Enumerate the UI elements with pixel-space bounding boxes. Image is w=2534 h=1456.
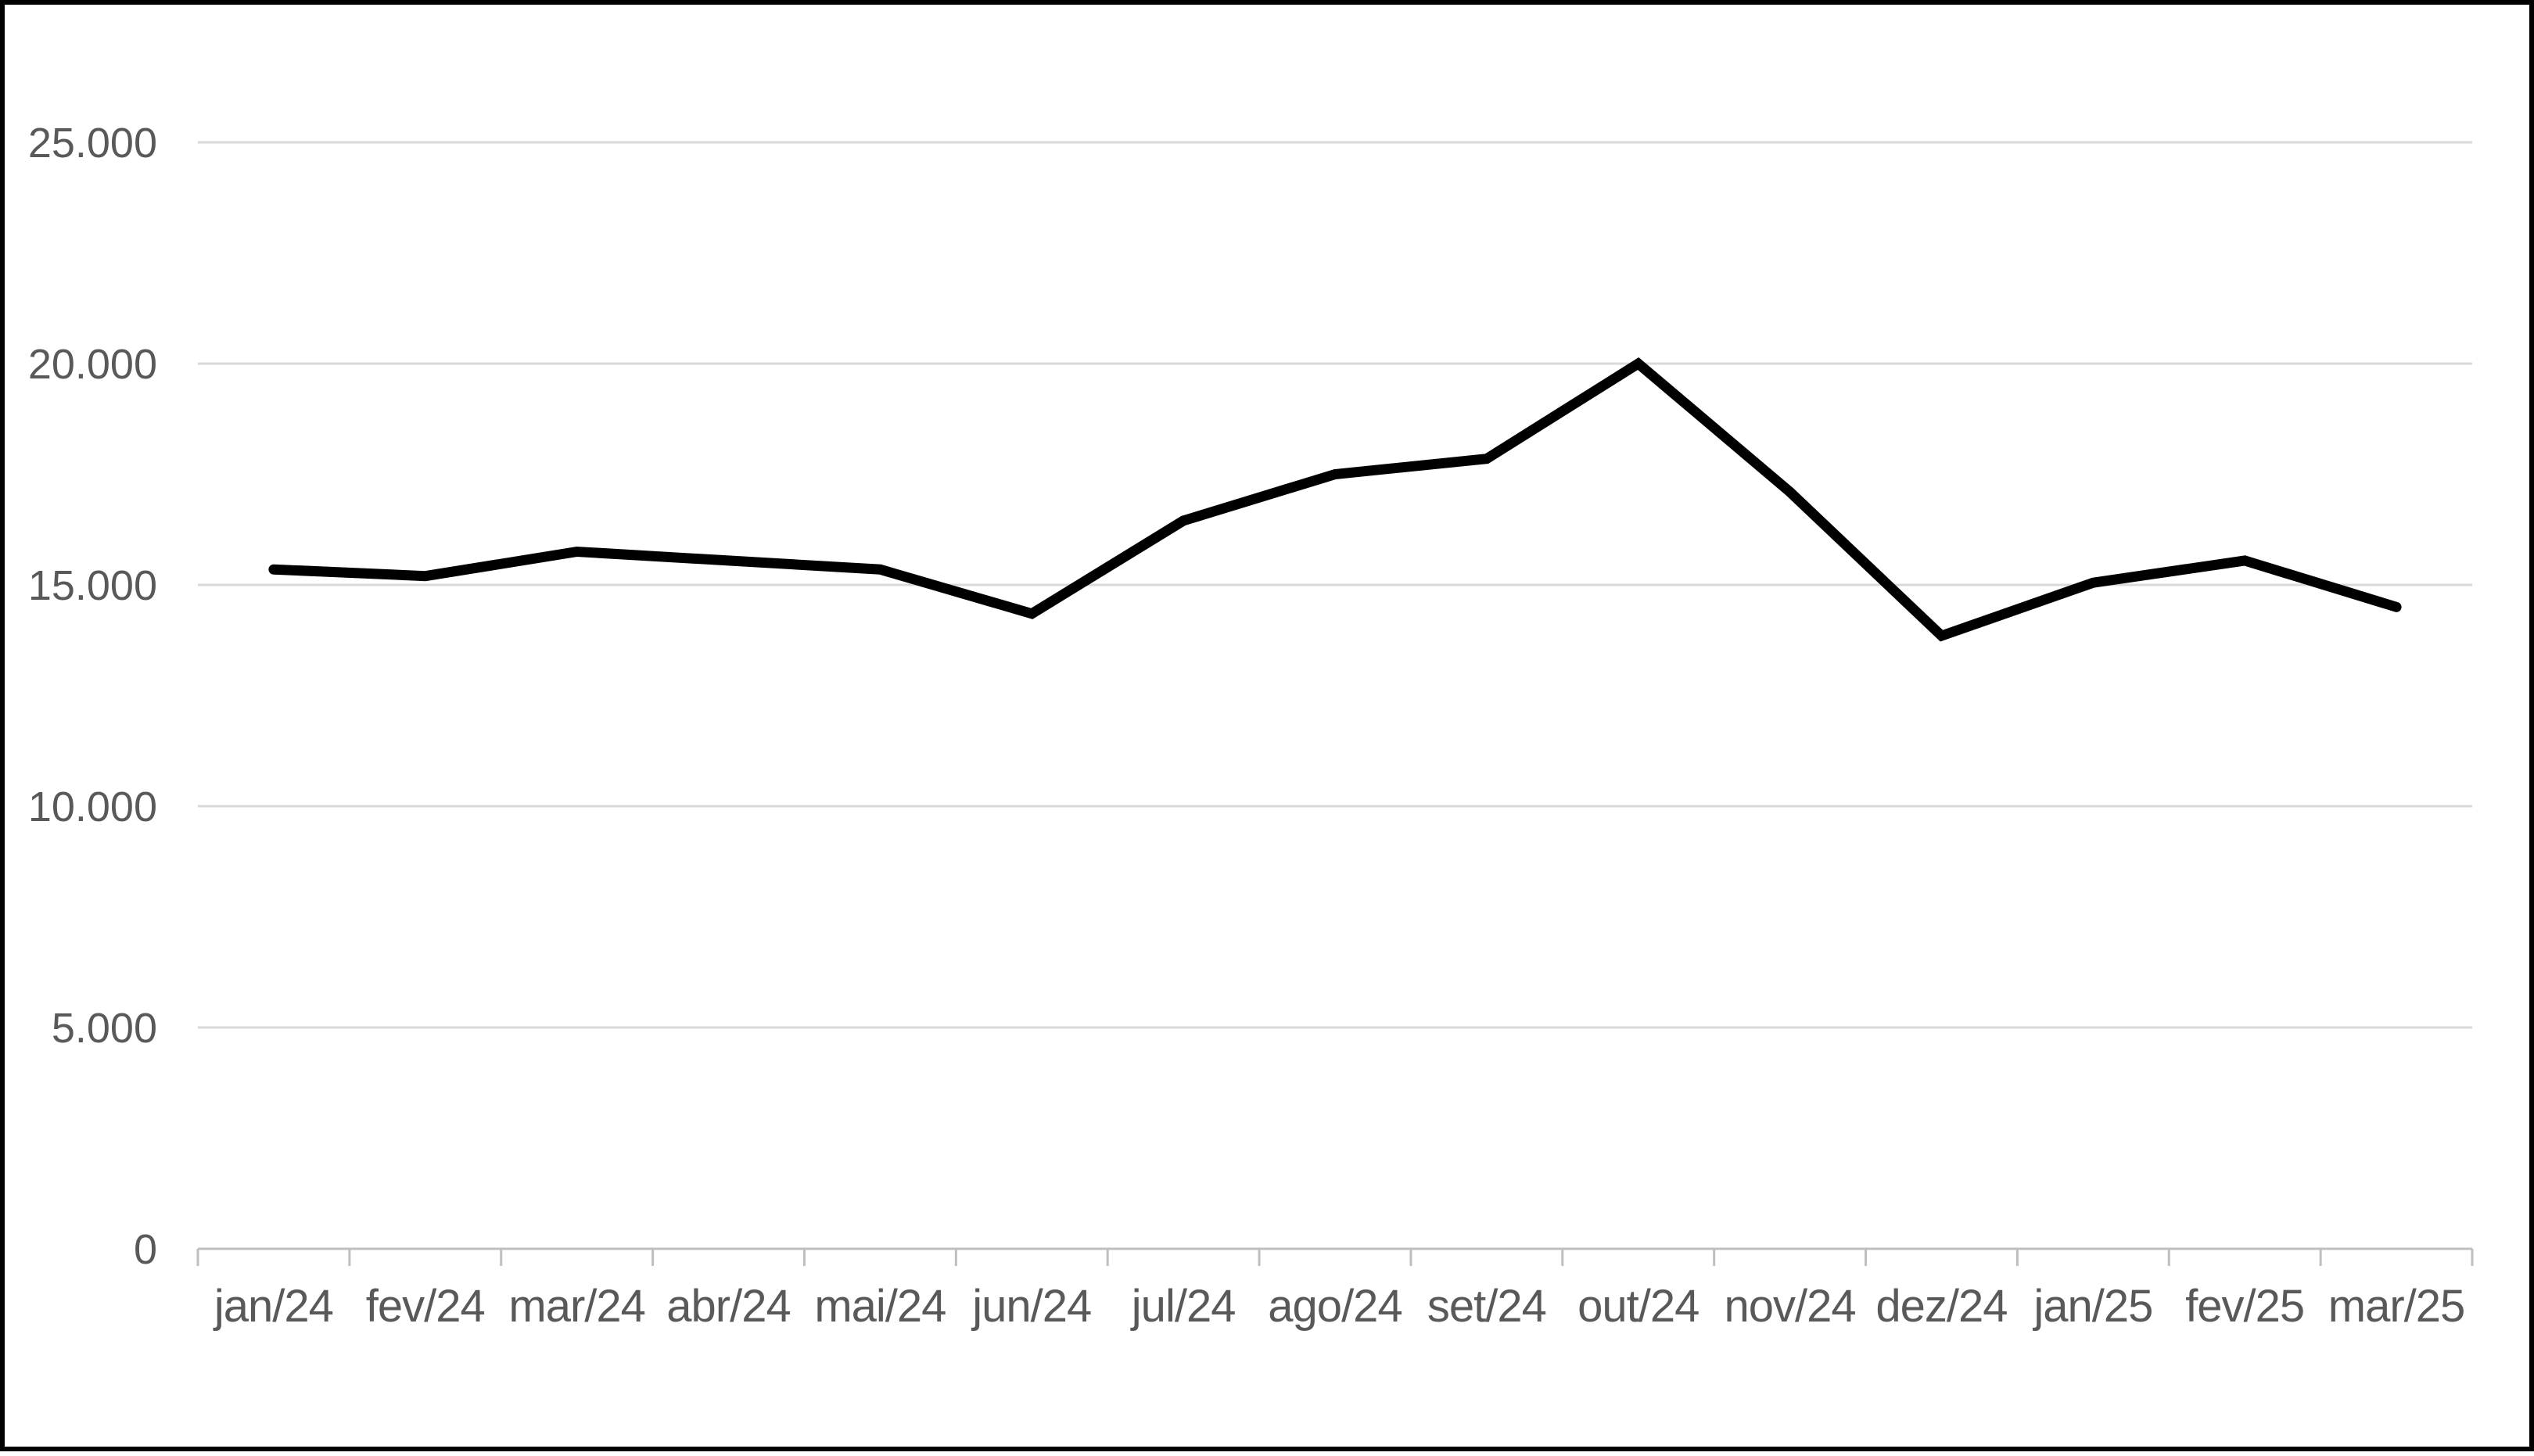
x-tick-label: mar/25	[2328, 1281, 2465, 1332]
y-tick-label: 15.000	[28, 562, 157, 609]
x-tick-label: jan/25	[2032, 1281, 2152, 1332]
y-axis-labels: 0 5.000 10.000 15.000 20.000 25.000	[28, 120, 157, 1273]
data-line	[268, 357, 2402, 642]
y-gridlines	[198, 141, 2472, 1029]
x-tick-label: fev/24	[366, 1281, 485, 1332]
y-tick-label: 10.000	[28, 784, 157, 830]
y-tick-label: 5.000	[52, 1005, 157, 1052]
x-tick-label: out/24	[1577, 1281, 1699, 1332]
x-tick-label: abr/24	[666, 1281, 790, 1332]
x-tick-label: jan/24	[213, 1281, 333, 1332]
x-tick-label: dez/24	[1875, 1281, 2007, 1332]
x-tick-label: nov/24	[1725, 1281, 1856, 1332]
y-tick-label: 20.000	[28, 341, 157, 388]
x-tick-label: jun/24	[971, 1281, 1091, 1332]
x-tick-label: mai/24	[814, 1281, 946, 1332]
x-tick-label: fev/25	[2185, 1281, 2304, 1332]
x-tick-label: set/24	[1427, 1281, 1546, 1332]
x-axis	[196, 1247, 2474, 1266]
y-tick-label: 0	[134, 1226, 157, 1273]
x-axis-labels: jan/24 fev/24 mar/24 abr/24 mai/24 jun/24 jul/…	[213, 1281, 2465, 1332]
x-tick-label: mar/24	[508, 1281, 645, 1332]
y-tick-label: 25.000	[28, 120, 157, 167]
x-tick-label: jul/24	[1130, 1281, 1236, 1332]
line-chart: 0 5.000 10.000 15.000 20.000 25.000 jan/24 fev…	[28, 120, 2474, 1332]
x-tick-label: ago/24	[1268, 1281, 1402, 1332]
data-series	[268, 357, 2402, 642]
